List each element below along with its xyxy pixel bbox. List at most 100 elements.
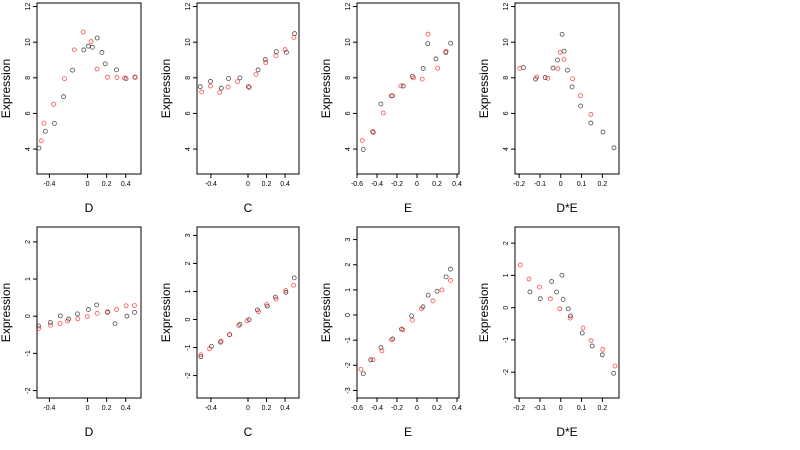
red-point (400, 327, 406, 333)
black-point (378, 345, 384, 350)
black-point (370, 129, 376, 135)
x-tick-label: -0.4 (371, 181, 383, 188)
x-axis-label: E (404, 201, 412, 215)
y-tick-label: 10 (25, 38, 32, 46)
red-point (38, 138, 44, 144)
panel-4: -0.2 -0.1 0 0.1 0.2 4 6 8 10 12 D*E Expression (477, 2, 620, 215)
black-point (559, 272, 565, 278)
black-point (555, 57, 560, 63)
x-tick-label: 0 (86, 181, 90, 188)
x-tick-label: 0 (415, 181, 419, 188)
black-point (611, 370, 617, 376)
red-point (57, 321, 63, 326)
black-point (425, 292, 431, 298)
y-tick-label: -2 (185, 372, 192, 378)
y-tick-label: -1 (345, 337, 352, 343)
black-point (549, 279, 555, 284)
red-point (379, 348, 385, 354)
y-tick-label: -1 (503, 337, 510, 343)
plot-frame (36, 226, 142, 399)
red-point (227, 332, 232, 337)
red-point (105, 74, 110, 80)
y-tick-label: 2 (503, 241, 510, 245)
y-tick-label: 0 (185, 317, 192, 321)
x-tick-label: -0.2 (513, 181, 525, 188)
black-point (208, 79, 213, 84)
x-tick-label: 0.4 (121, 181, 131, 188)
red-point (235, 79, 240, 85)
red-point (588, 338, 594, 344)
red-point (534, 74, 540, 80)
x-tick-label: 0.4 (452, 405, 462, 412)
x-tick-label: -0.6 (351, 181, 363, 188)
panel-1: -0.4 0 0.2 0.4 4 6 8 10 12 D Expression (0, 2, 142, 215)
panel-7: -0.6 -0.4 -0.2 0 0.2 0.4 -3 -2 -1 0 1 2 3 E Expression (319, 226, 462, 439)
y-tick-label: 6 (185, 111, 192, 115)
black-point (218, 339, 223, 345)
plot-frame (356, 2, 460, 175)
red-point (253, 72, 259, 78)
y-tick-label: -2 (503, 369, 510, 375)
red-point (398, 83, 404, 89)
y-tick-label: -3 (345, 387, 352, 393)
red-point (561, 56, 567, 62)
black-point (42, 128, 48, 134)
black-point (284, 49, 289, 55)
y-tick-label: 10 (345, 38, 352, 46)
y-axis-label: Expression (0, 59, 13, 118)
y-tick-label: 10 (185, 38, 192, 46)
black-point (36, 145, 42, 151)
red-point (84, 314, 90, 319)
y-tick-label: 4 (185, 147, 192, 151)
red-point (244, 318, 250, 324)
red-point (36, 325, 42, 331)
x-tick-label: 0.2 (597, 405, 607, 412)
y-axis-label: Expression (159, 283, 173, 342)
red-point (545, 75, 551, 81)
x-tick-label: 0.4 (121, 405, 131, 412)
y-tick-label: 2 (185, 261, 192, 265)
x-axis-label: D (85, 425, 94, 439)
black-point (579, 330, 585, 336)
red-point (291, 34, 297, 40)
black-point (57, 313, 63, 319)
red-point (359, 138, 365, 143)
black-point (99, 50, 105, 55)
red-point (218, 338, 224, 344)
x-tick-label: 0 (415, 405, 419, 412)
y-tick-label: 4 (25, 147, 32, 151)
y-tick-label: 0 (25, 314, 32, 318)
plot-frame (514, 226, 620, 399)
red-point (588, 111, 594, 117)
red-point (62, 76, 67, 82)
y-tick-label: 1 (503, 273, 510, 277)
y-axis-label: Expression (477, 59, 491, 118)
y-tick-label: 0 (345, 313, 352, 317)
y-tick-label: 3 (185, 233, 192, 237)
red-point (547, 296, 553, 302)
x-tick-label: 0.2 (102, 181, 112, 188)
black-point (94, 302, 100, 308)
black-point (86, 307, 91, 312)
red-point (94, 310, 100, 316)
x-tick-label: 0.4 (280, 181, 290, 188)
y-tick-label: 8 (345, 76, 352, 80)
red-point (425, 31, 431, 37)
red-point (419, 76, 425, 82)
black-point (197, 84, 203, 90)
black-point (255, 67, 261, 73)
red-point (411, 75, 416, 81)
red-point (443, 49, 449, 54)
x-tick-label: 0 (246, 181, 250, 188)
black-point (36, 323, 41, 329)
black-point (246, 84, 251, 89)
x-tick-label: -0.4 (205, 181, 217, 188)
panel-5: -0.4 0 0.2 0.4 -2 -1 0 1 2 D Expression (0, 226, 142, 439)
red-point (612, 363, 618, 369)
red-point (358, 366, 364, 372)
x-axis-label: E (404, 425, 412, 439)
y-tick-label: 6 (25, 111, 32, 115)
plot-frame (514, 2, 620, 175)
panel-3: -0.6 -0.4 -0.2 0 0.2 0.4 4 6 8 10 12 E Expression (319, 2, 462, 215)
